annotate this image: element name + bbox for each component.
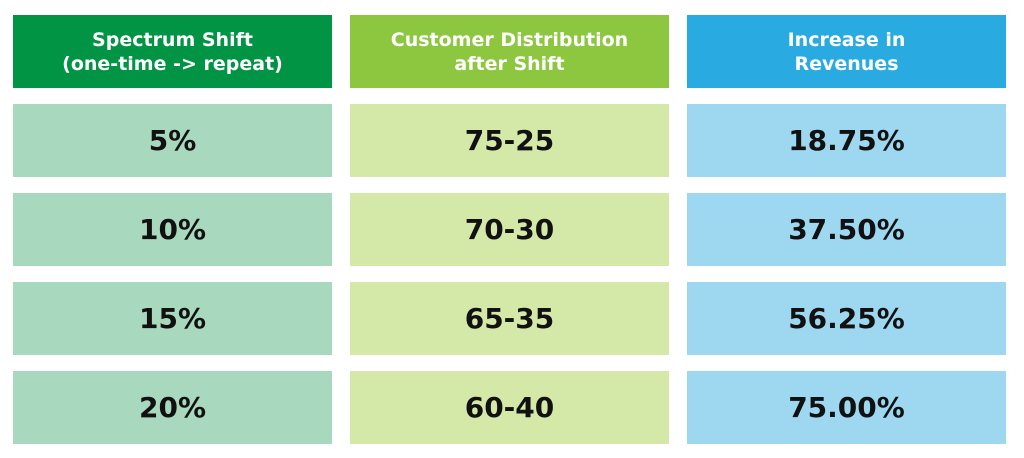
cell-spectrum-shift: 5% <box>13 104 332 177</box>
cell-customer-distribution: 75-25 <box>350 104 669 177</box>
cell-spectrum-shift: 15% <box>13 282 332 355</box>
cell-spectrum-shift: 10% <box>13 193 332 266</box>
cell-revenue-increase: 18.75% <box>687 104 1006 177</box>
cell-customer-distribution: 60-40 <box>350 371 669 444</box>
header-spectrum-shift: Spectrum Shift (one-time -> repeat) <box>13 15 332 88</box>
header-revenue-increase: Increase in Revenues <box>687 15 1006 88</box>
header-customer-distribution: Customer Distribution after Shift <box>350 15 669 88</box>
cell-customer-distribution: 65-35 <box>350 282 669 355</box>
cell-customer-distribution: 70-30 <box>350 193 669 266</box>
cell-spectrum-shift: 20% <box>13 371 332 444</box>
cell-revenue-increase: 75.00% <box>687 371 1006 444</box>
cell-revenue-increase: 37.50% <box>687 193 1006 266</box>
cell-revenue-increase: 56.25% <box>687 282 1006 355</box>
